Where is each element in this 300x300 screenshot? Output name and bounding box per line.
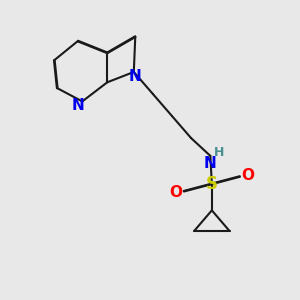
Text: N: N [204,156,217,171]
Text: H: H [214,146,224,159]
Text: N: N [71,98,84,113]
Text: O: O [169,185,182,200]
Text: S: S [206,175,218,193]
Text: O: O [242,167,255,182]
Text: N: N [129,69,142,84]
